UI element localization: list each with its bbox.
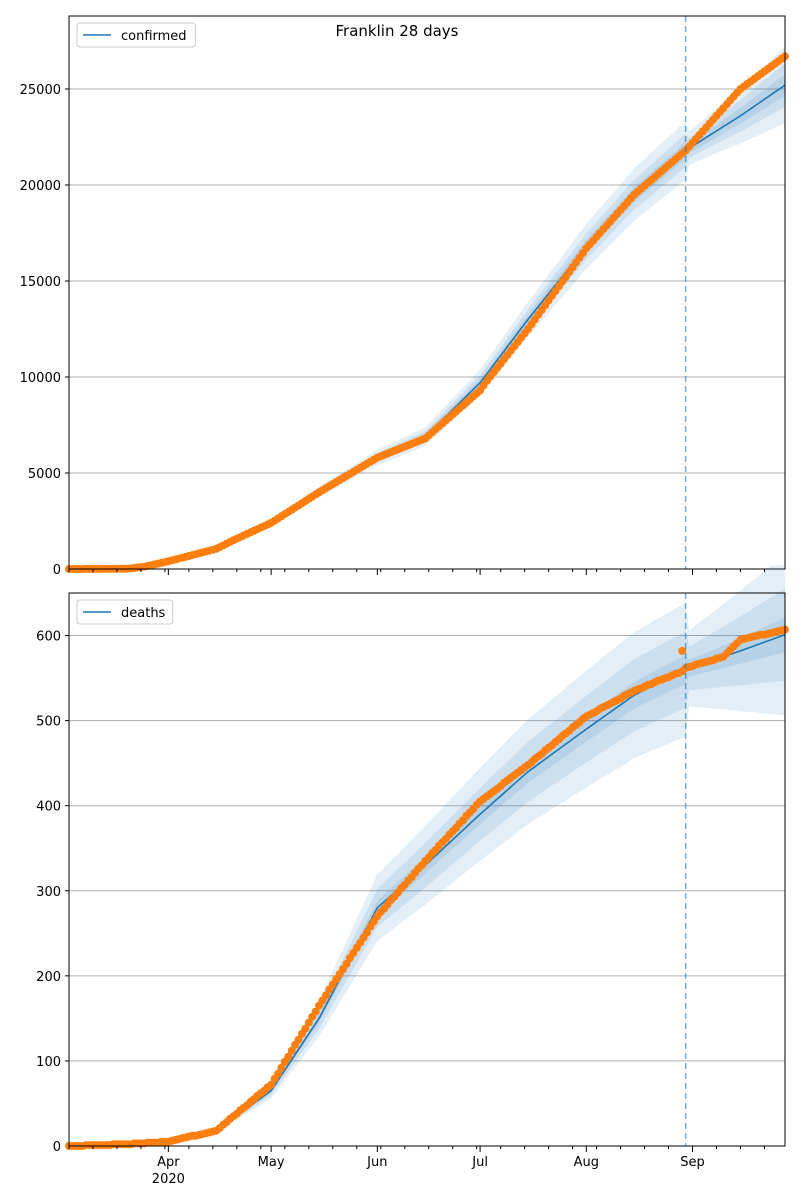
x-tick-label: May — [258, 1155, 285, 1170]
y-tick-label: 100 — [36, 1055, 61, 1070]
observed-point — [277, 1063, 286, 1072]
observed-point — [274, 1069, 282, 1078]
uncertainty-band — [69, 588, 785, 1146]
y-tick-label: 200 — [36, 970, 61, 985]
observed-point — [284, 1052, 293, 1061]
legend-label: deaths — [121, 606, 166, 621]
x-tick-label: Jun — [366, 1155, 387, 1170]
axes-frame — [68, 592, 786, 1147]
legend: confirmed — [76, 22, 196, 48]
observed-point — [267, 1080, 276, 1089]
observed-point — [304, 1018, 313, 1027]
y-tick-label: 10000 — [20, 371, 61, 386]
observed-point — [301, 1024, 310, 1033]
legend-box — [76, 22, 196, 48]
y-tick-label: 300 — [36, 885, 61, 900]
legend-label: confirmed — [121, 29, 187, 44]
y-tick-label: 15000 — [20, 275, 61, 290]
x-tick-label: Apr — [157, 1155, 180, 1170]
uncertainty-band — [69, 46, 785, 569]
observed-point — [363, 928, 371, 937]
deaths-panel: 0 100 200 300 400 500 600 Apr 2020 May Jun Jul Aug Se… — [36, 565, 789, 1187]
observed-point — [678, 646, 687, 655]
observed-point — [287, 1046, 296, 1055]
observed-point — [342, 959, 351, 968]
y-tick-label: 400 — [36, 800, 61, 815]
x-tick-sublabel: 2020 — [152, 1172, 185, 1187]
y-tick-label: 500 — [36, 715, 61, 730]
axes-frame — [68, 15, 786, 570]
y-tick-label: 0 — [53, 563, 61, 578]
confirmed-panel: 0 5000 10000 15000 20000 25000 confirmed — [20, 15, 789, 578]
observed-point — [311, 1007, 320, 1016]
observed-point — [294, 1035, 303, 1044]
x-tick-label: Aug — [574, 1155, 599, 1170]
y-tick-label: 0 — [53, 1140, 61, 1155]
x-tick-label: Sep — [680, 1155, 705, 1170]
x-tick-label: Jul — [471, 1155, 488, 1170]
uncertainty-band — [69, 617, 785, 1146]
y-tick-label: 5000 — [28, 467, 61, 482]
legend-box — [76, 599, 174, 625]
legend: deaths — [76, 599, 174, 625]
chart-title: Franklin 28 days — [336, 22, 459, 40]
observed-point — [321, 991, 330, 1000]
y-tick-label: 25000 — [20, 83, 61, 98]
y-tick-label: 20000 — [20, 179, 61, 194]
y-tick-label: 600 — [36, 630, 61, 645]
